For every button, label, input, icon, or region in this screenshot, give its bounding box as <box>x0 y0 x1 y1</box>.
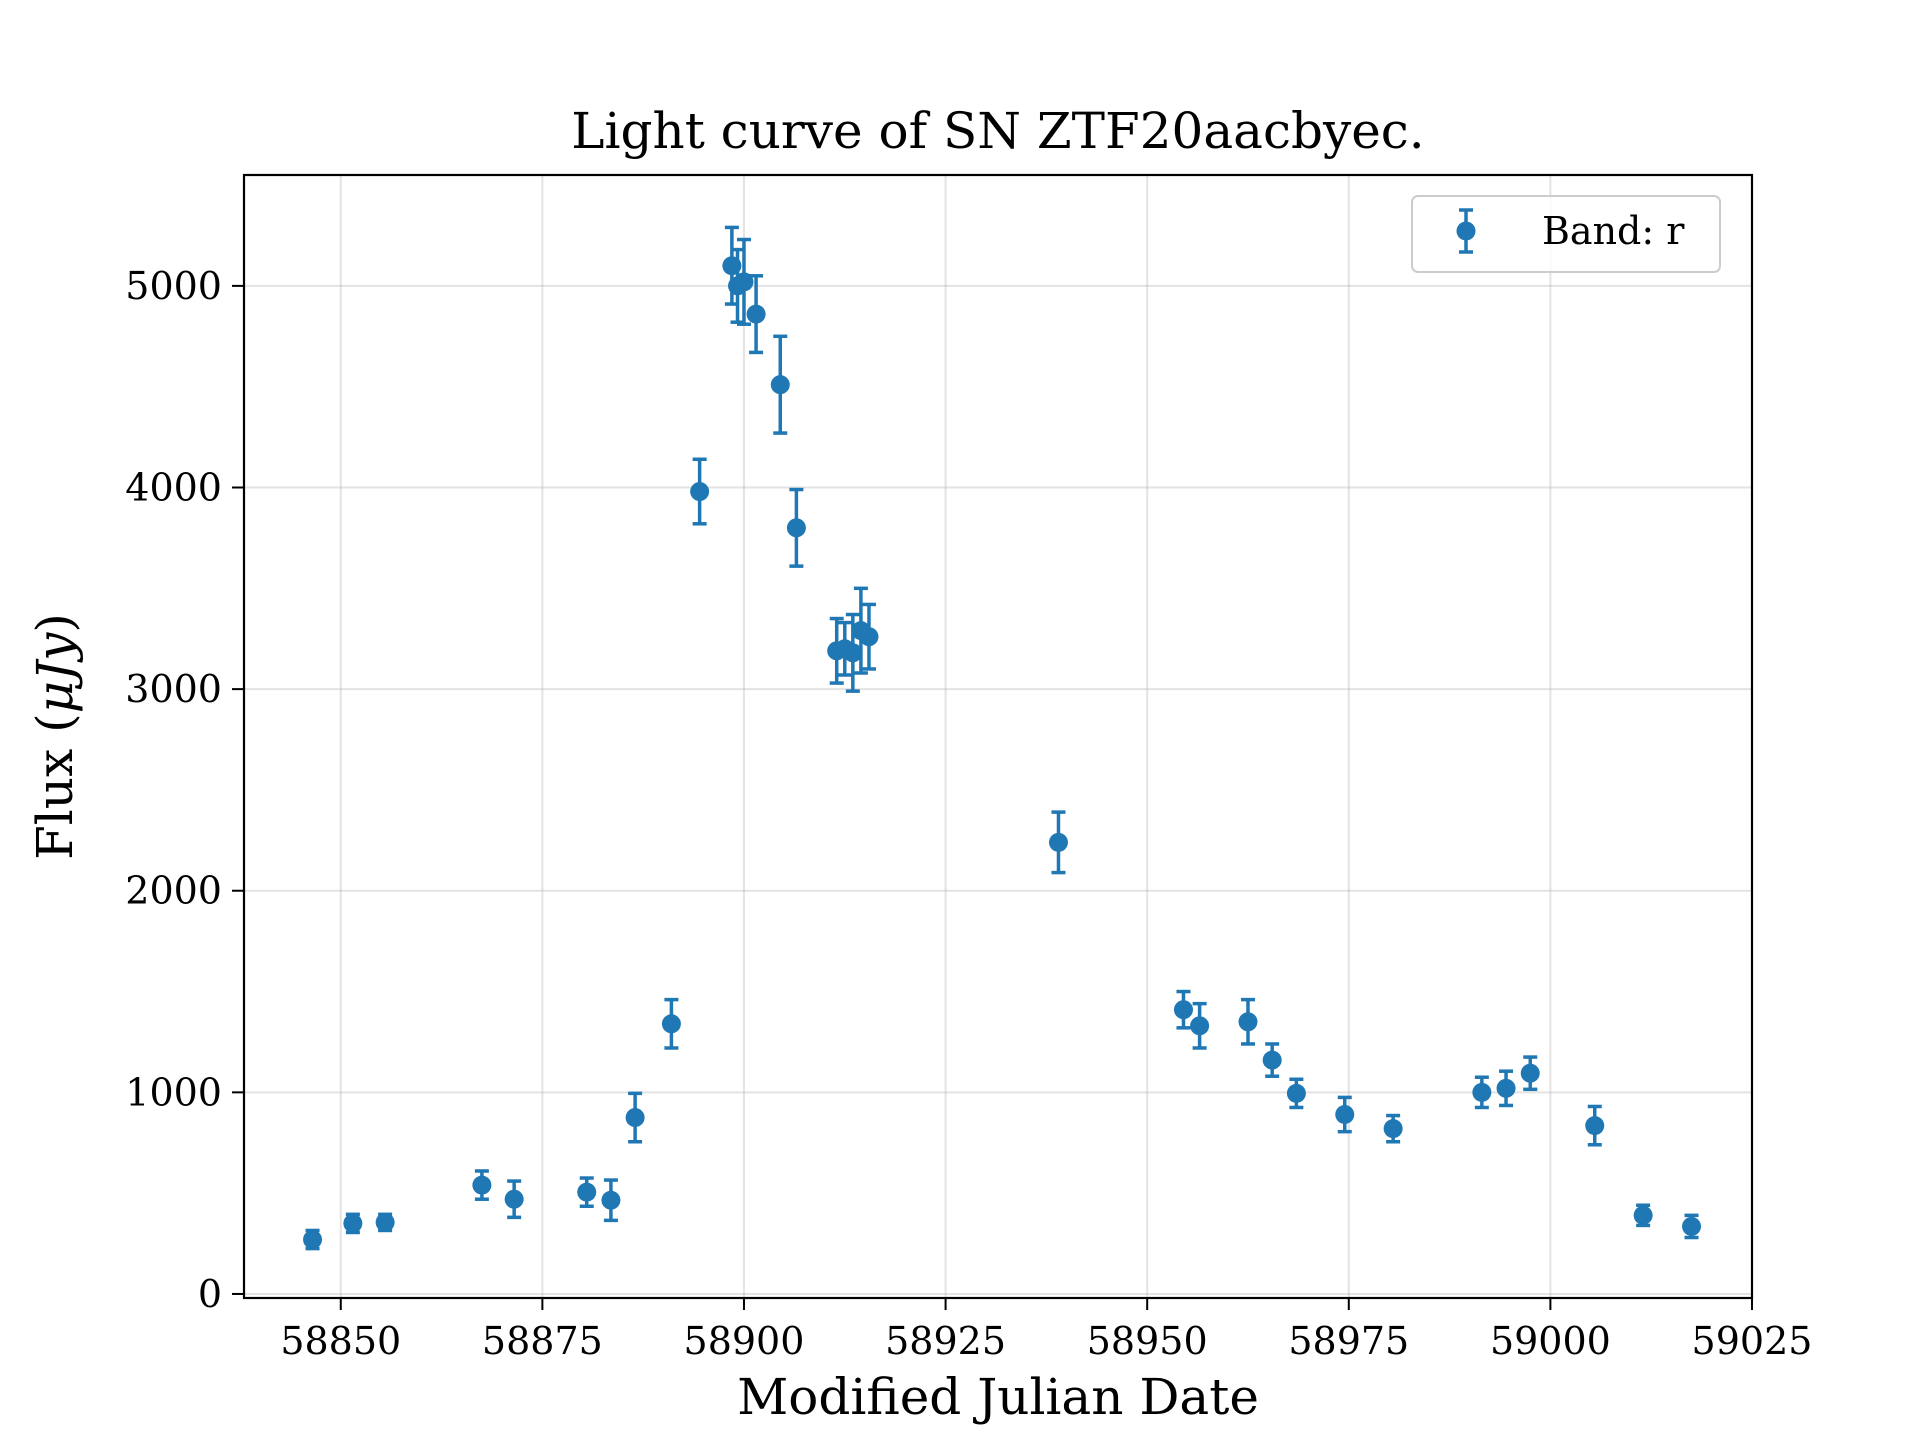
data-marker <box>1383 1119 1403 1139</box>
data-point <box>504 1179 524 1220</box>
x-tick-label: 58925 <box>885 1319 1006 1363</box>
data-point <box>375 1212 395 1233</box>
data-point <box>601 1178 621 1223</box>
data-point <box>1383 1113 1403 1144</box>
data-marker <box>770 375 790 395</box>
data-marker <box>1190 1016 1210 1036</box>
data-marker <box>1048 832 1068 852</box>
y-axis-label-prefix: Flux ( <box>26 713 84 859</box>
data-marker <box>786 518 806 538</box>
data-point <box>1190 1001 1210 1050</box>
data-point <box>1335 1095 1355 1134</box>
grid <box>244 175 1752 1298</box>
y-tick-label: 3000 <box>125 667 222 711</box>
data-marker <box>1238 1012 1258 1032</box>
data-marker <box>1520 1063 1540 1083</box>
axis-ticks: 58850 58875 58900 58925 58950 58975 59000 59025… <box>125 264 1812 1363</box>
data-marker <box>1335 1105 1355 1125</box>
data-point <box>1585 1104 1605 1147</box>
y-tick-label: 4000 <box>125 466 222 510</box>
data-point <box>1682 1213 1702 1240</box>
y-tick-label: 1000 <box>125 1070 222 1114</box>
y-axis-label-suffix: ) <box>26 613 84 633</box>
data-marker <box>625 1108 645 1128</box>
data-marker <box>1682 1216 1702 1236</box>
data-point <box>661 997 681 1050</box>
data-point <box>734 237 754 326</box>
legend-label: Band: r <box>1542 209 1685 253</box>
data-point <box>1238 997 1258 1046</box>
data-point <box>1520 1055 1540 1092</box>
plot-frame <box>242 173 1754 1300</box>
data-point <box>1633 1203 1653 1228</box>
data-marker <box>843 643 863 663</box>
x-tick-label: 59025 <box>1692 1319 1813 1363</box>
legend-marker <box>1456 208 1476 254</box>
chart-title: Light curve of SN ZTF20aacbyec. <box>571 102 1424 160</box>
data-point <box>786 487 806 568</box>
data-marker <box>734 272 754 292</box>
data-marker <box>1173 1000 1193 1020</box>
y-tick-label: 0 <box>198 1272 222 1316</box>
data-point <box>1173 989 1193 1030</box>
data-marker <box>1633 1205 1653 1225</box>
data-marker <box>746 304 766 324</box>
data-marker <box>303 1230 323 1250</box>
legend: Band: r <box>1411 195 1721 273</box>
data-points <box>303 225 1702 1251</box>
x-tick-label: 58850 <box>280 1319 401 1363</box>
data-point <box>472 1169 492 1201</box>
data-marker <box>343 1213 363 1233</box>
data-marker <box>375 1212 395 1232</box>
data-marker <box>690 482 710 502</box>
data-point <box>1496 1069 1516 1108</box>
data-marker <box>859 627 879 647</box>
data-marker <box>1496 1078 1516 1098</box>
data-point <box>625 1091 645 1144</box>
y-axis-label-unit: μJy <box>26 632 84 714</box>
data-marker <box>1585 1116 1605 1136</box>
data-marker <box>472 1175 492 1195</box>
data-point <box>1048 810 1068 875</box>
y-axis-label: Flux (μJy) <box>26 613 84 860</box>
y-tick-label: 2000 <box>125 869 222 913</box>
data-point <box>577 1176 597 1209</box>
data-point <box>343 1212 363 1235</box>
data-marker <box>601 1190 621 1210</box>
data-point <box>746 274 766 355</box>
data-marker <box>1262 1050 1282 1070</box>
data-point <box>1472 1075 1492 1110</box>
data-point <box>1262 1042 1282 1078</box>
data-point <box>690 457 710 526</box>
x-tick-label: 58900 <box>684 1319 805 1363</box>
data-marker <box>1286 1083 1306 1103</box>
data-point <box>1286 1077 1306 1110</box>
x-tick-label: 58875 <box>482 1319 603 1363</box>
legend-box <box>1411 195 1721 273</box>
data-marker <box>577 1182 597 1202</box>
data-marker <box>661 1014 681 1034</box>
x-tick-label: 58975 <box>1288 1319 1409 1363</box>
x-tick-label: 58950 <box>1087 1319 1208 1363</box>
legend-dot <box>1456 221 1476 241</box>
x-axis-label: Modified Julian Date <box>737 1368 1259 1426</box>
data-marker <box>1472 1082 1492 1102</box>
data-marker <box>504 1189 524 1209</box>
data-point <box>303 1228 323 1251</box>
x-tick-label: 59000 <box>1490 1319 1611 1363</box>
data-point <box>770 334 790 435</box>
data-point <box>859 602 879 671</box>
y-tick-label: 5000 <box>125 264 222 308</box>
